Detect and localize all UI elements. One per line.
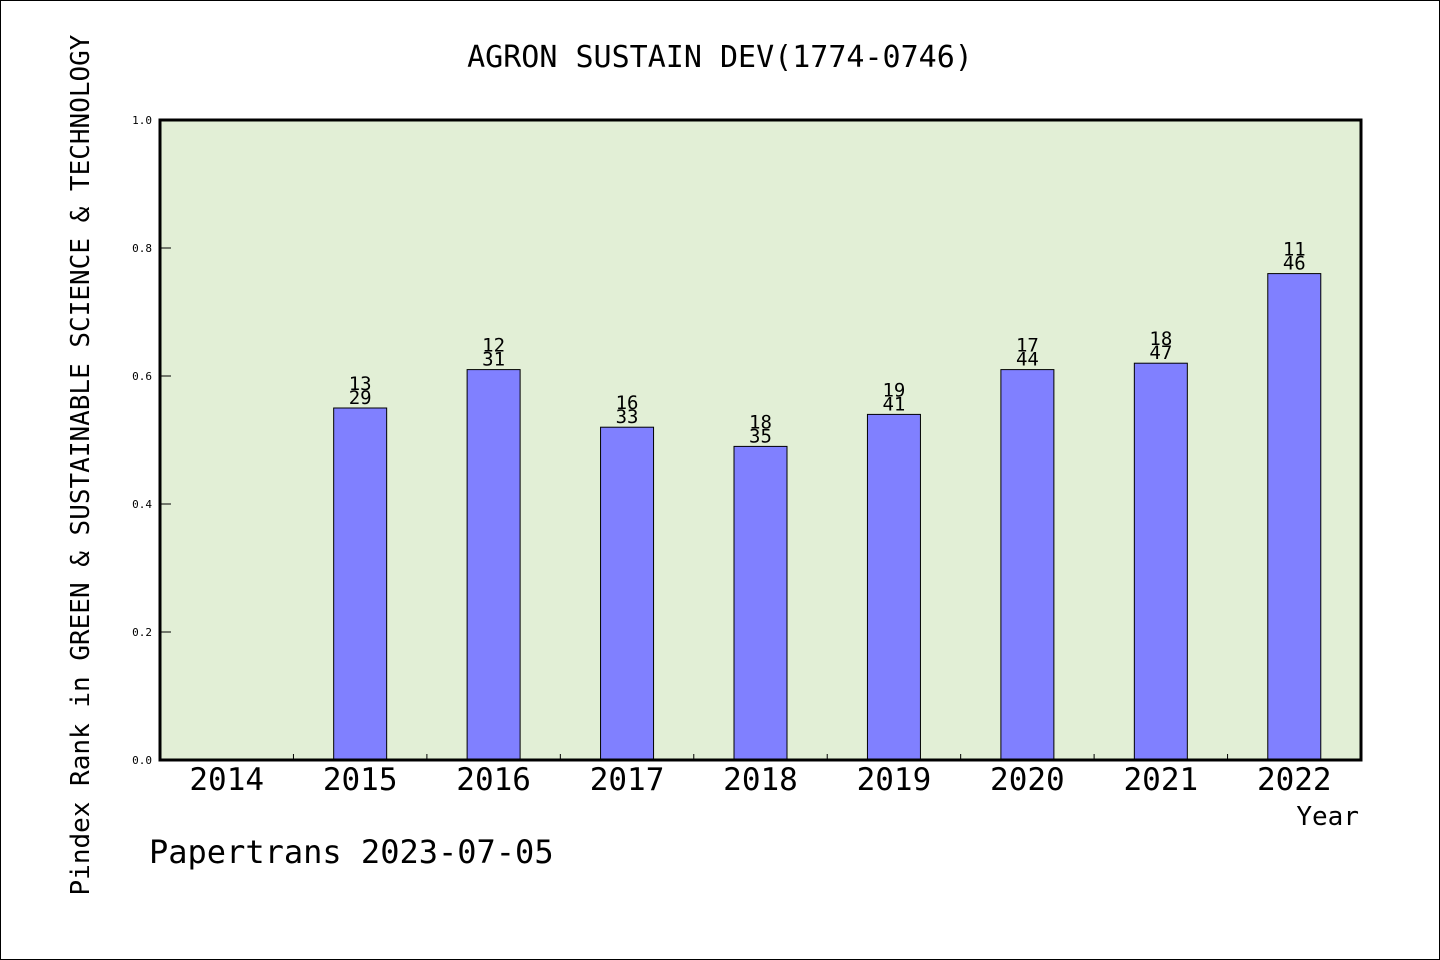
- data-label-top: 11: [1283, 239, 1306, 261]
- y-tick-label: 0.6: [132, 370, 152, 383]
- x-tick-label: 2022: [1257, 762, 1332, 798]
- data-label-top: 19: [882, 379, 905, 401]
- data-label-bottom: 31: [482, 349, 505, 371]
- data-label-top: 18: [749, 411, 772, 433]
- data-label-top: 16: [616, 392, 639, 414]
- y-tick-label: 0.0: [132, 754, 152, 767]
- bar-2016: [466, 369, 521, 761]
- x-tick-label: 2020: [990, 762, 1065, 798]
- x-tick-label: 2015: [323, 762, 398, 798]
- y-tick-label: 0.2: [132, 626, 152, 639]
- data-label-top: 17: [1016, 335, 1039, 357]
- x-tick-label: 2018: [723, 762, 798, 798]
- x-tick-label: 2021: [1124, 762, 1199, 798]
- bar-2018: [733, 445, 788, 761]
- y-tick-label: 1.0: [132, 114, 152, 127]
- data-label-top: 13: [349, 373, 372, 395]
- data-label-bottom: 29: [349, 387, 372, 409]
- data-label-bottom: 41: [882, 393, 905, 415]
- chart-title: AGRON SUSTAIN DEV(1774-0746): [467, 40, 973, 75]
- data-label-bottom: 33: [616, 406, 639, 428]
- data-label-top: 18: [1149, 328, 1172, 350]
- plot-border: [158, 118, 1363, 762]
- y-tick-label: 0.8: [132, 242, 152, 255]
- bar-2021: [1133, 362, 1188, 761]
- data-label-top: 12: [482, 335, 505, 357]
- data-label-bottom: 47: [1149, 342, 1172, 364]
- x-axis: 2014 2015 2016 2017 2018 2019 2020 2021 2022: [189, 754, 1332, 798]
- bar-2022: [1267, 273, 1322, 761]
- y-axis-label: Pindex Rank in GREEN & SUSTAINABLE SCIEN…: [66, 34, 96, 895]
- data-label-bottom: 44: [1016, 349, 1039, 371]
- bars-layer: [333, 273, 1322, 761]
- data-label-bottom: 46: [1283, 253, 1306, 275]
- bar-2015: [333, 407, 388, 761]
- y-axis: 0.0 0.2 0.4 0.6 0.8 1.0: [132, 114, 171, 767]
- x-tick-label: 2014: [189, 762, 264, 798]
- x-axis-label: Year: [1296, 802, 1359, 832]
- data-label-bottom: 35: [749, 425, 772, 447]
- bar-2017: [600, 426, 655, 761]
- y-tick-label: 0.4: [132, 498, 152, 511]
- bar-2019: [866, 413, 921, 761]
- x-tick-label: 2019: [857, 762, 932, 798]
- x-tick-label: 2017: [590, 762, 665, 798]
- x-tick-label: 2016: [456, 762, 531, 798]
- bar-2020: [1000, 369, 1055, 761]
- footer-text: Papertrans 2023-07-05: [149, 833, 554, 871]
